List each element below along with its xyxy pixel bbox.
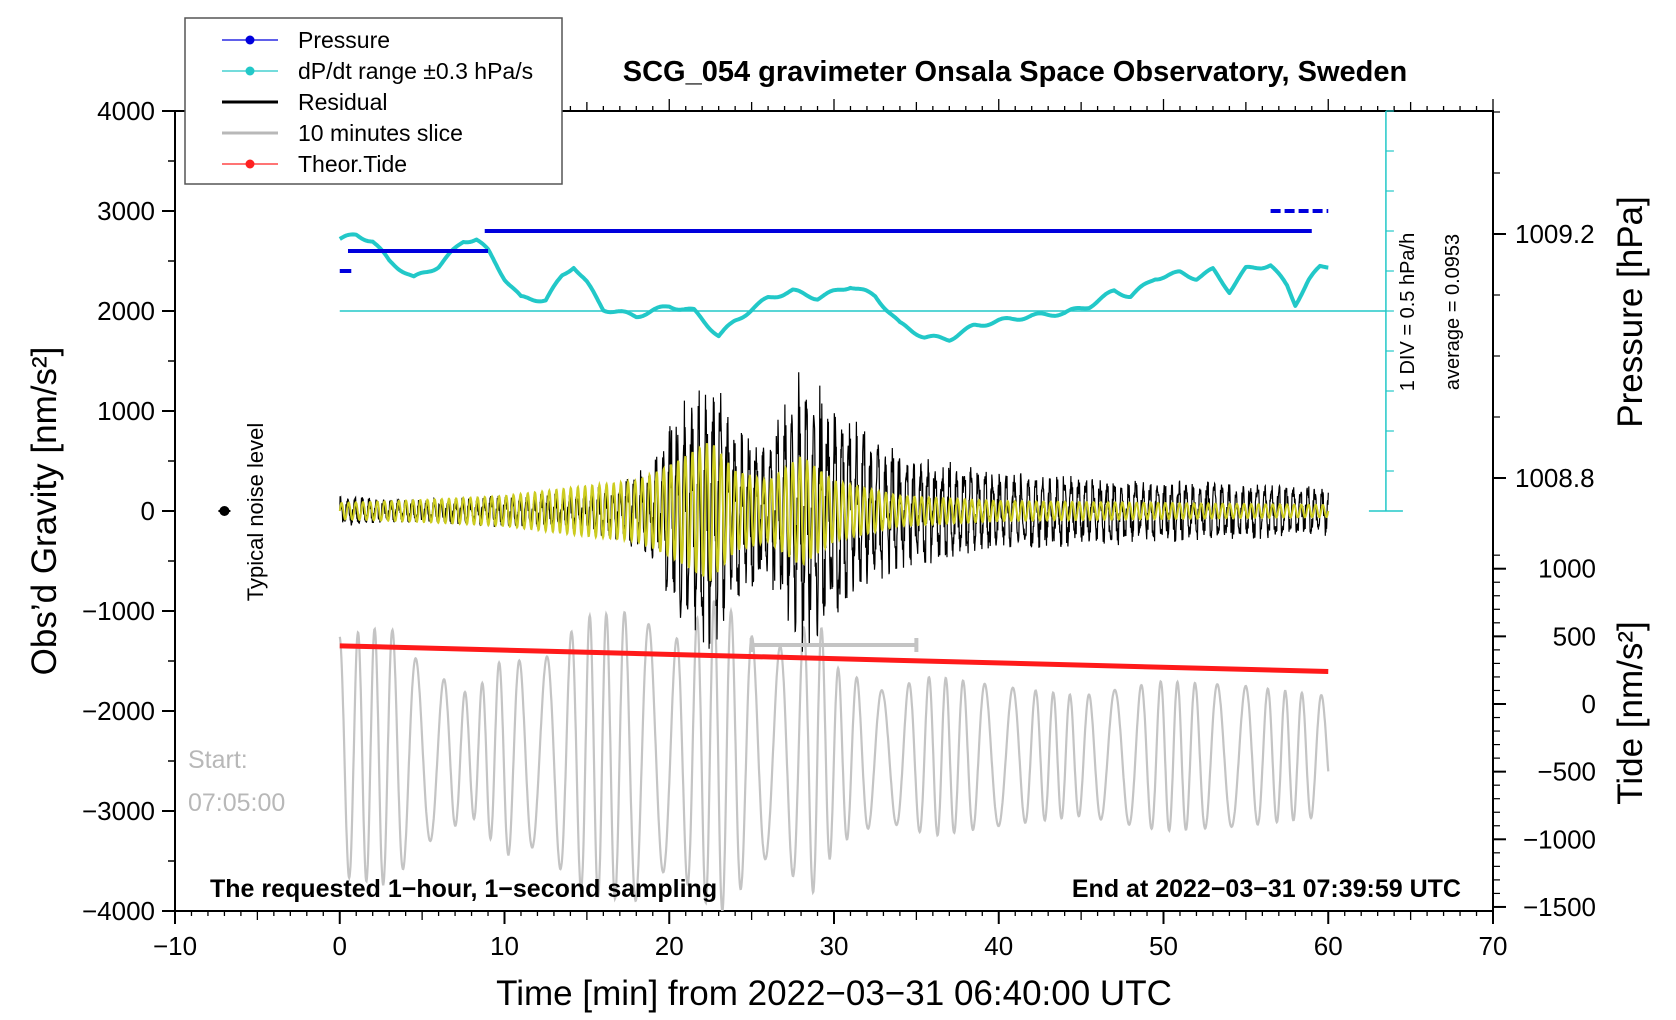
legend-marker <box>245 159 255 169</box>
x-tick-label: 50 <box>1149 931 1178 961</box>
tide-tick-label: 0 <box>1582 689 1596 719</box>
y-tick-label: −1000 <box>82 596 155 626</box>
tide-tick-label: −1500 <box>1523 892 1596 922</box>
tide-tick-label: 1000 <box>1538 554 1596 584</box>
legend-marker <box>245 35 255 45</box>
scale-label: 1 DIV = 0.5 hPa/h <box>1397 233 1419 391</box>
dpdt-scale-ruler <box>1368 110 1403 512</box>
tide-tick-label: −1000 <box>1523 824 1596 854</box>
start-label: Start: <box>188 746 248 774</box>
dpdt-series <box>338 232 1329 343</box>
y-tick-label: −2000 <box>82 696 155 726</box>
noise-level-dot <box>219 506 230 516</box>
x-axis-label: Time [min] from 2022−03−31 06:40:00 UTC <box>496 974 1172 1013</box>
tide-tick-label: −500 <box>1537 757 1596 787</box>
legend-label: Theor.Tide <box>298 151 407 177</box>
x-tick-label: −10 <box>153 931 197 961</box>
x-tick-label: 30 <box>820 931 849 961</box>
y-axis-label-pressure: Pressure [hPa] <box>1611 196 1650 428</box>
x-tick-label: 10 <box>490 931 519 961</box>
x-tick-label: 70 <box>1479 931 1508 961</box>
bottom-left-note: The requested 1−hour, 1−second sampling <box>210 875 717 903</box>
bottom-right-note: End at 2022−03−31 07:39:59 UTC <box>1072 875 1461 903</box>
tide-tick-label: 500 <box>1553 621 1596 651</box>
series-layer <box>218 209 1386 911</box>
pressure-tick-label: 1009.2 <box>1515 219 1595 249</box>
noise-level-label: Typical noise level <box>243 423 268 602</box>
pressure-tick-label: 1009.6 <box>1515 0 1595 5</box>
chart-title: SCG_054 gravimeter Onsala Space Observat… <box>623 56 1407 88</box>
x-tick-label: 0 <box>333 931 347 961</box>
left-axis: 4000 3000 2000 1000 0 −1000 −2000 −3000 −4000 <box>82 96 175 926</box>
legend-label: Pressure <box>298 27 390 53</box>
y-tick-label: −3000 <box>82 796 155 826</box>
y-tick-label: 3000 <box>97 196 155 226</box>
start-time: 07:05:00 <box>188 789 285 817</box>
average-label: average = 0.0953 <box>1442 234 1464 390</box>
y-axis-label-left: Obs’d Gravity [nm/s²] <box>25 347 64 676</box>
y-tick-label: 2000 <box>97 296 155 326</box>
legend-label: 10 minutes slice <box>298 120 463 146</box>
legend-marker <box>245 66 255 76</box>
y-tick-label: −4000 <box>82 896 155 926</box>
filtered-residual-series <box>338 443 1330 582</box>
slice-series <box>338 600 1330 911</box>
y-tick-label: 0 <box>141 496 155 526</box>
y-tick-label: 1000 <box>97 396 155 426</box>
x-tick-label: 20 <box>655 931 684 961</box>
right-axis: 1010.01009.61009.21008.810005000−500−100… <box>1493 0 1596 922</box>
pressure-tick-label: 1008.8 <box>1515 463 1595 493</box>
y-tick-label: 4000 <box>97 96 155 126</box>
legend: Pressure dP/dt range ±0.3 hPa/s Residual 10… <box>184 17 563 185</box>
x-tick-label: 60 <box>1314 931 1343 961</box>
x-tick-label: 40 <box>984 931 1013 961</box>
legend-label: Residual <box>298 89 388 115</box>
legend-label: dP/dt range ±0.3 hPa/s <box>298 58 533 84</box>
y-axis-label-tide: Tide [nm/s²] <box>1611 621 1650 804</box>
tide-series <box>339 643 1329 675</box>
